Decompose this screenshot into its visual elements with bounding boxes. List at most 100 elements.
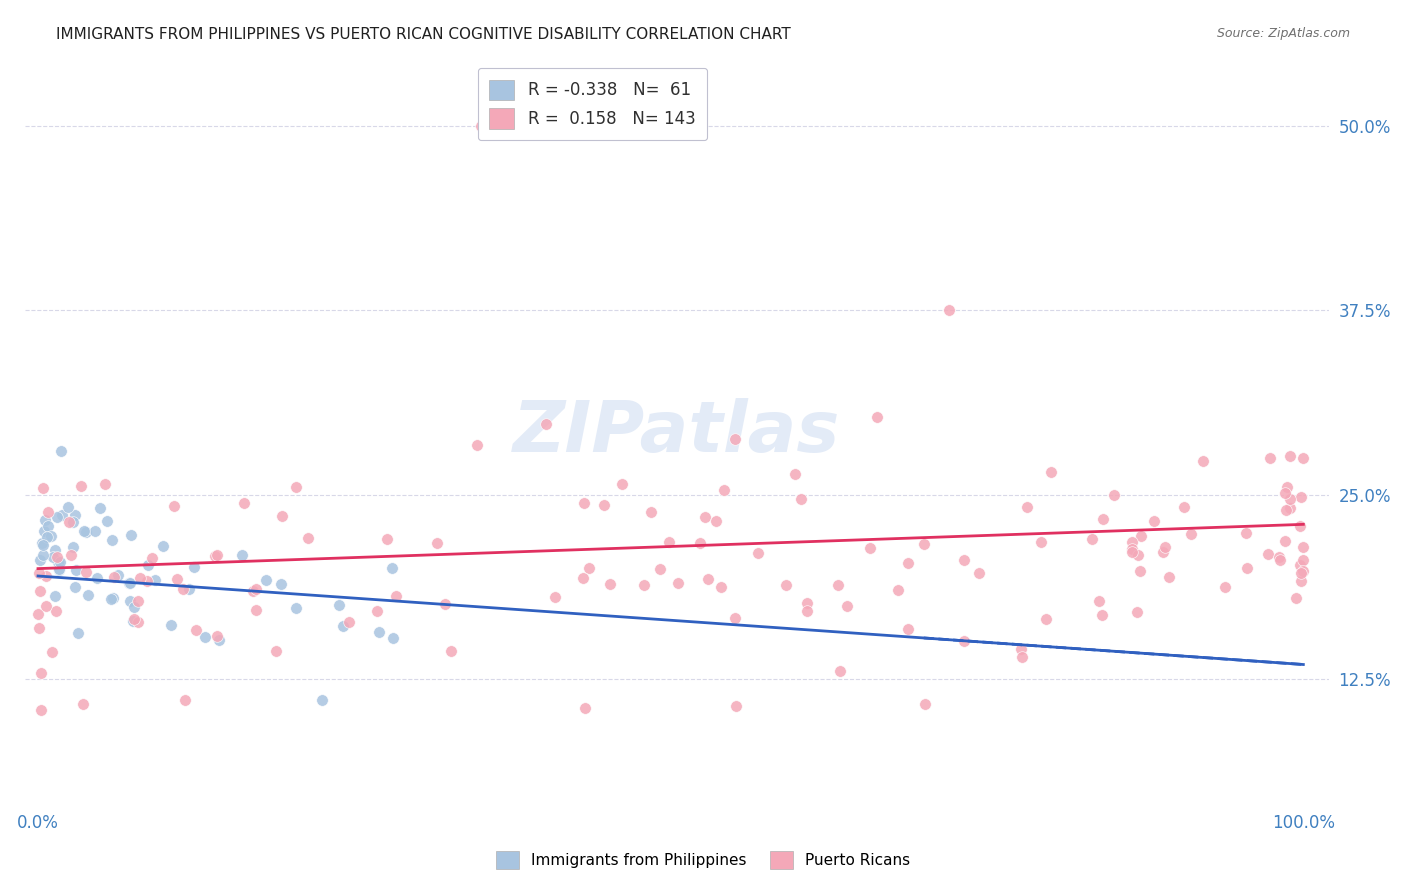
Point — [118, 575, 141, 590]
Point — [271, 509, 294, 524]
Point — [470, 119, 492, 133]
Point — [697, 572, 720, 586]
Point — [1258, 450, 1281, 465]
Point — [49, 555, 72, 569]
Point — [44, 590, 66, 604]
Point — [1010, 641, 1032, 656]
Point — [912, 537, 935, 551]
Point — [89, 500, 111, 515]
Point — [897, 623, 920, 637]
Point — [101, 533, 124, 548]
Point — [695, 510, 717, 524]
Point — [28, 566, 51, 581]
Point — [1091, 608, 1114, 623]
Point — [127, 615, 149, 629]
Point — [796, 595, 818, 609]
Point — [1121, 545, 1143, 559]
Point — [1289, 558, 1312, 573]
Point — [51, 508, 73, 523]
Point — [1292, 450, 1315, 465]
Point — [205, 629, 228, 643]
Point — [1035, 612, 1057, 626]
Point — [122, 600, 145, 615]
Point — [1292, 553, 1315, 567]
Point — [31, 548, 53, 562]
Point — [640, 505, 662, 519]
Point — [1279, 500, 1302, 515]
Point — [58, 500, 80, 514]
Point — [34, 569, 56, 583]
Point — [183, 560, 205, 574]
Point — [205, 549, 228, 563]
Point — [120, 593, 142, 607]
Point — [1128, 548, 1150, 562]
Point — [440, 644, 463, 658]
Point — [953, 633, 976, 648]
Point — [1267, 550, 1289, 565]
Point — [339, 615, 361, 629]
Point — [1129, 564, 1152, 578]
Point — [465, 438, 488, 452]
Point — [1289, 518, 1312, 533]
Point — [122, 612, 145, 626]
Point — [796, 604, 818, 618]
Point — [747, 546, 769, 560]
Point — [967, 566, 990, 580]
Point — [94, 476, 117, 491]
Point — [254, 573, 277, 587]
Point — [366, 604, 388, 618]
Point — [45, 604, 67, 618]
Point — [120, 528, 142, 542]
Point — [63, 508, 86, 522]
Point — [76, 588, 98, 602]
Legend: R = -0.338   N=  61, R =  0.158   N= 143: R = -0.338 N= 61, R = 0.158 N= 143 — [478, 68, 707, 140]
Point — [128, 571, 150, 585]
Point — [938, 303, 960, 318]
Point — [103, 591, 125, 606]
Point — [534, 417, 557, 432]
Point — [1029, 535, 1052, 549]
Point — [953, 553, 976, 567]
Point — [37, 505, 59, 519]
Point — [1092, 511, 1115, 525]
Point — [32, 524, 55, 539]
Point — [1173, 500, 1195, 514]
Point — [633, 578, 655, 592]
Point — [31, 481, 53, 495]
Point — [46, 555, 69, 569]
Point — [264, 644, 287, 658]
Point — [789, 492, 811, 507]
Point — [574, 701, 596, 715]
Point — [172, 582, 194, 596]
Point — [121, 614, 143, 628]
Point — [86, 571, 108, 585]
Point — [31, 538, 53, 552]
Point — [127, 594, 149, 608]
Point — [1153, 540, 1175, 554]
Point — [34, 512, 56, 526]
Point — [830, 665, 852, 679]
Point — [270, 576, 292, 591]
Point — [70, 479, 93, 493]
Point — [285, 480, 308, 494]
Point — [1257, 548, 1279, 562]
Point — [37, 519, 59, 533]
Point — [1126, 605, 1149, 619]
Point — [724, 432, 747, 446]
Point — [63, 580, 86, 594]
Point — [648, 562, 671, 576]
Point — [704, 514, 727, 528]
Point — [28, 584, 51, 599]
Point — [166, 572, 188, 586]
Point — [184, 623, 207, 637]
Point — [1292, 540, 1315, 554]
Point — [73, 524, 96, 538]
Point — [835, 599, 858, 614]
Point — [1180, 526, 1202, 541]
Point — [242, 583, 264, 598]
Point — [232, 496, 254, 510]
Point — [914, 698, 936, 712]
Point — [1289, 490, 1312, 504]
Point — [381, 631, 404, 645]
Point — [41, 645, 63, 659]
